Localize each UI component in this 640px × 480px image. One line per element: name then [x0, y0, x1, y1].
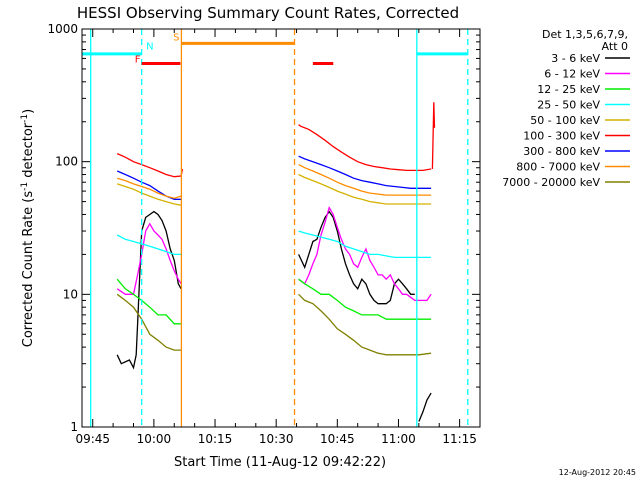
series-line-6-12-kev-0	[116, 222, 182, 295]
series-line-100-300-kev-1	[298, 124, 432, 172]
y-axis-label-part-2: detector	[21, 122, 36, 182]
x-tick-label-2: 10:15	[198, 432, 233, 446]
series-layer	[116, 102, 436, 422]
y-axis-label-part-4: )	[21, 109, 36, 114]
y-tick-label-3: 1000	[47, 22, 78, 36]
flag-label-f: F	[135, 54, 141, 65]
axes-layer: 09:45 10:00 10:15 10:30 10:45 11:00 11:15 1 10 10…	[47, 22, 481, 446]
series-12-25-kev	[116, 278, 432, 325]
series-line-800-7000-kev-1	[298, 164, 432, 196]
series-line-25-50-kev-0	[116, 234, 182, 256]
flag-label-n: N	[146, 42, 153, 53]
series-line-25-50-kev-1	[298, 230, 432, 259]
series-6-12-kev	[116, 206, 432, 302]
series-line-100-300-kev-2	[431, 102, 436, 170]
legend-label-800-7000-kev: 800 - 7000 keV	[516, 161, 600, 174]
x-tick-label-3: 10:30	[259, 432, 294, 446]
series-line-300-800-kev-1	[298, 155, 432, 189]
series-800-7000-kev	[117, 164, 432, 199]
legend-label-3-6-kev: 3 - 6 keV	[551, 52, 600, 65]
series-line-3-6-kev-0	[116, 210, 182, 370]
flag-bar-layer: FN S	[82, 32, 468, 65]
vertical-marker-layer	[90, 29, 469, 427]
series-100-300-kev	[116, 102, 436, 178]
legend-label-50-100-kev: 50 - 100 keV	[530, 114, 600, 127]
x-tick-label-4: 10:45	[320, 432, 355, 446]
series-50-100-kev	[117, 173, 432, 206]
y-tick-label-1: 10	[63, 287, 78, 301]
y-tick-label-2: 100	[55, 155, 78, 169]
series-line-800-7000-kev-0	[117, 177, 182, 199]
series-line-50-100-kev-1	[298, 173, 432, 205]
x-tick-label-0: 09:45	[75, 432, 110, 446]
plot-frame	[81, 28, 481, 428]
series-3-6-kev	[116, 210, 432, 422]
series-line-50-100-kev-0	[117, 183, 182, 206]
legend-label-25-50-kev: 25 - 50 keV	[537, 99, 600, 112]
flag-label-s: S	[173, 32, 179, 43]
series-line-3-6-kev-2	[418, 392, 432, 422]
x-tick-label-6: 11:15	[442, 432, 477, 446]
x-tick-label-1: 10:00	[137, 432, 172, 446]
series-line-12-25-kev-0	[116, 278, 182, 325]
series-line-7000-20000-kev-1	[298, 293, 432, 356]
legend-header-1: Att 0	[602, 40, 628, 53]
legend-header-0: Det 1,3,5,6,7,9,	[542, 28, 628, 41]
series-line-100-300-kev-0	[116, 153, 184, 178]
series-line-7000-20000-kev-0	[116, 293, 182, 351]
legend-label-12-25-kev: 12 - 25 keV	[537, 83, 600, 96]
legend-label-7000-20000-kev: 7000 - 20000 keV	[502, 176, 600, 189]
chart-title: HESSI Observing Summary Count Rates, Cor…	[77, 4, 459, 22]
series-line-300-800-kev-0	[116, 170, 182, 200]
x-axis-label: Start Time (11-Aug-12 09:42:22)	[174, 455, 386, 470]
y-axis-label-part-1: -1	[20, 182, 30, 191]
series-line-6-12-kev-1	[298, 206, 432, 302]
series-25-50-kev	[116, 230, 432, 259]
legend-label-300-800-kev: 300 - 800 keV	[523, 145, 600, 158]
series-7000-20000-kev	[116, 293, 432, 356]
series-line-3-6-kev-1	[298, 210, 415, 305]
y-axis-label: Corrected Count Rate (s-1 detector-1)	[20, 109, 36, 347]
y-axis-label-part-0: Corrected Count Rate (s	[21, 191, 36, 348]
series-line-12-25-kev-1	[298, 278, 432, 320]
legend-label-6-12-kev: 6 - 12 keV	[544, 68, 600, 81]
y-axis-label-part-3: -1	[20, 114, 30, 123]
x-tick-label-5: 11:00	[381, 432, 416, 446]
footer-timestamp: 12-Aug-2012 20:45	[559, 468, 636, 477]
y-tick-label-0: 1	[70, 420, 78, 434]
series-300-800-kev	[116, 155, 432, 200]
legend-label-100-300-kev: 100 - 300 keV	[523, 130, 600, 143]
legend: Det 1,3,5,6,7,9,Att 03 - 6 keV 6 - 12 keV…	[502, 28, 630, 189]
